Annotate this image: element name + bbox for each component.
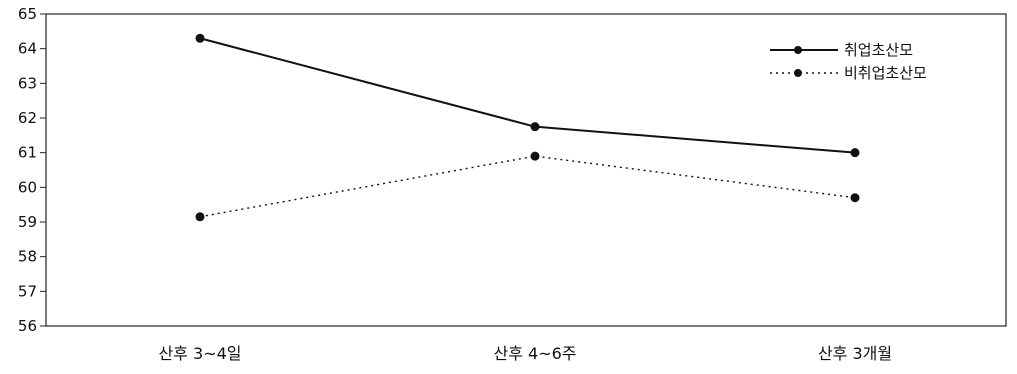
y-tick-label: 59 — [18, 213, 37, 231]
plot-frame — [45, 13, 1007, 327]
y-tick-label: 60 — [18, 178, 37, 196]
y-tick-label: 56 — [18, 317, 37, 335]
data-point — [530, 151, 540, 161]
y-tick-label: 61 — [18, 144, 37, 162]
legend-marker — [794, 46, 802, 54]
x-category-label: 산후 3개월 — [818, 344, 892, 363]
legend-marker — [794, 69, 802, 77]
y-tick-label: 65 — [18, 5, 37, 23]
data-point — [530, 122, 540, 132]
data-point — [850, 193, 860, 203]
y-tick-label: 64 — [18, 40, 37, 58]
data-point — [850, 148, 860, 158]
y-tick-label: 62 — [18, 109, 37, 127]
y-tick-label: 57 — [18, 282, 37, 300]
x-category-label: 산후 4~6주 — [493, 344, 576, 363]
series-group — [195, 33, 860, 222]
y-tick-label: 58 — [18, 248, 37, 266]
series-line-1 — [199, 37, 856, 154]
x-category-label: 산후 3~4일 — [158, 344, 241, 363]
x-axis: 산후 3~4일 산후 4~6주 산후 3개월 — [158, 344, 892, 363]
data-point — [195, 33, 205, 43]
y-axis: 56 57 58 59 60 61 62 63 64 65 — [18, 5, 46, 335]
data-point — [195, 212, 205, 222]
y-tick-label: 63 — [18, 74, 37, 92]
legend-label: 취업초산모 — [844, 41, 913, 59]
series-line-2 — [199, 155, 856, 218]
legend-label: 비취업초산모 — [844, 64, 927, 82]
